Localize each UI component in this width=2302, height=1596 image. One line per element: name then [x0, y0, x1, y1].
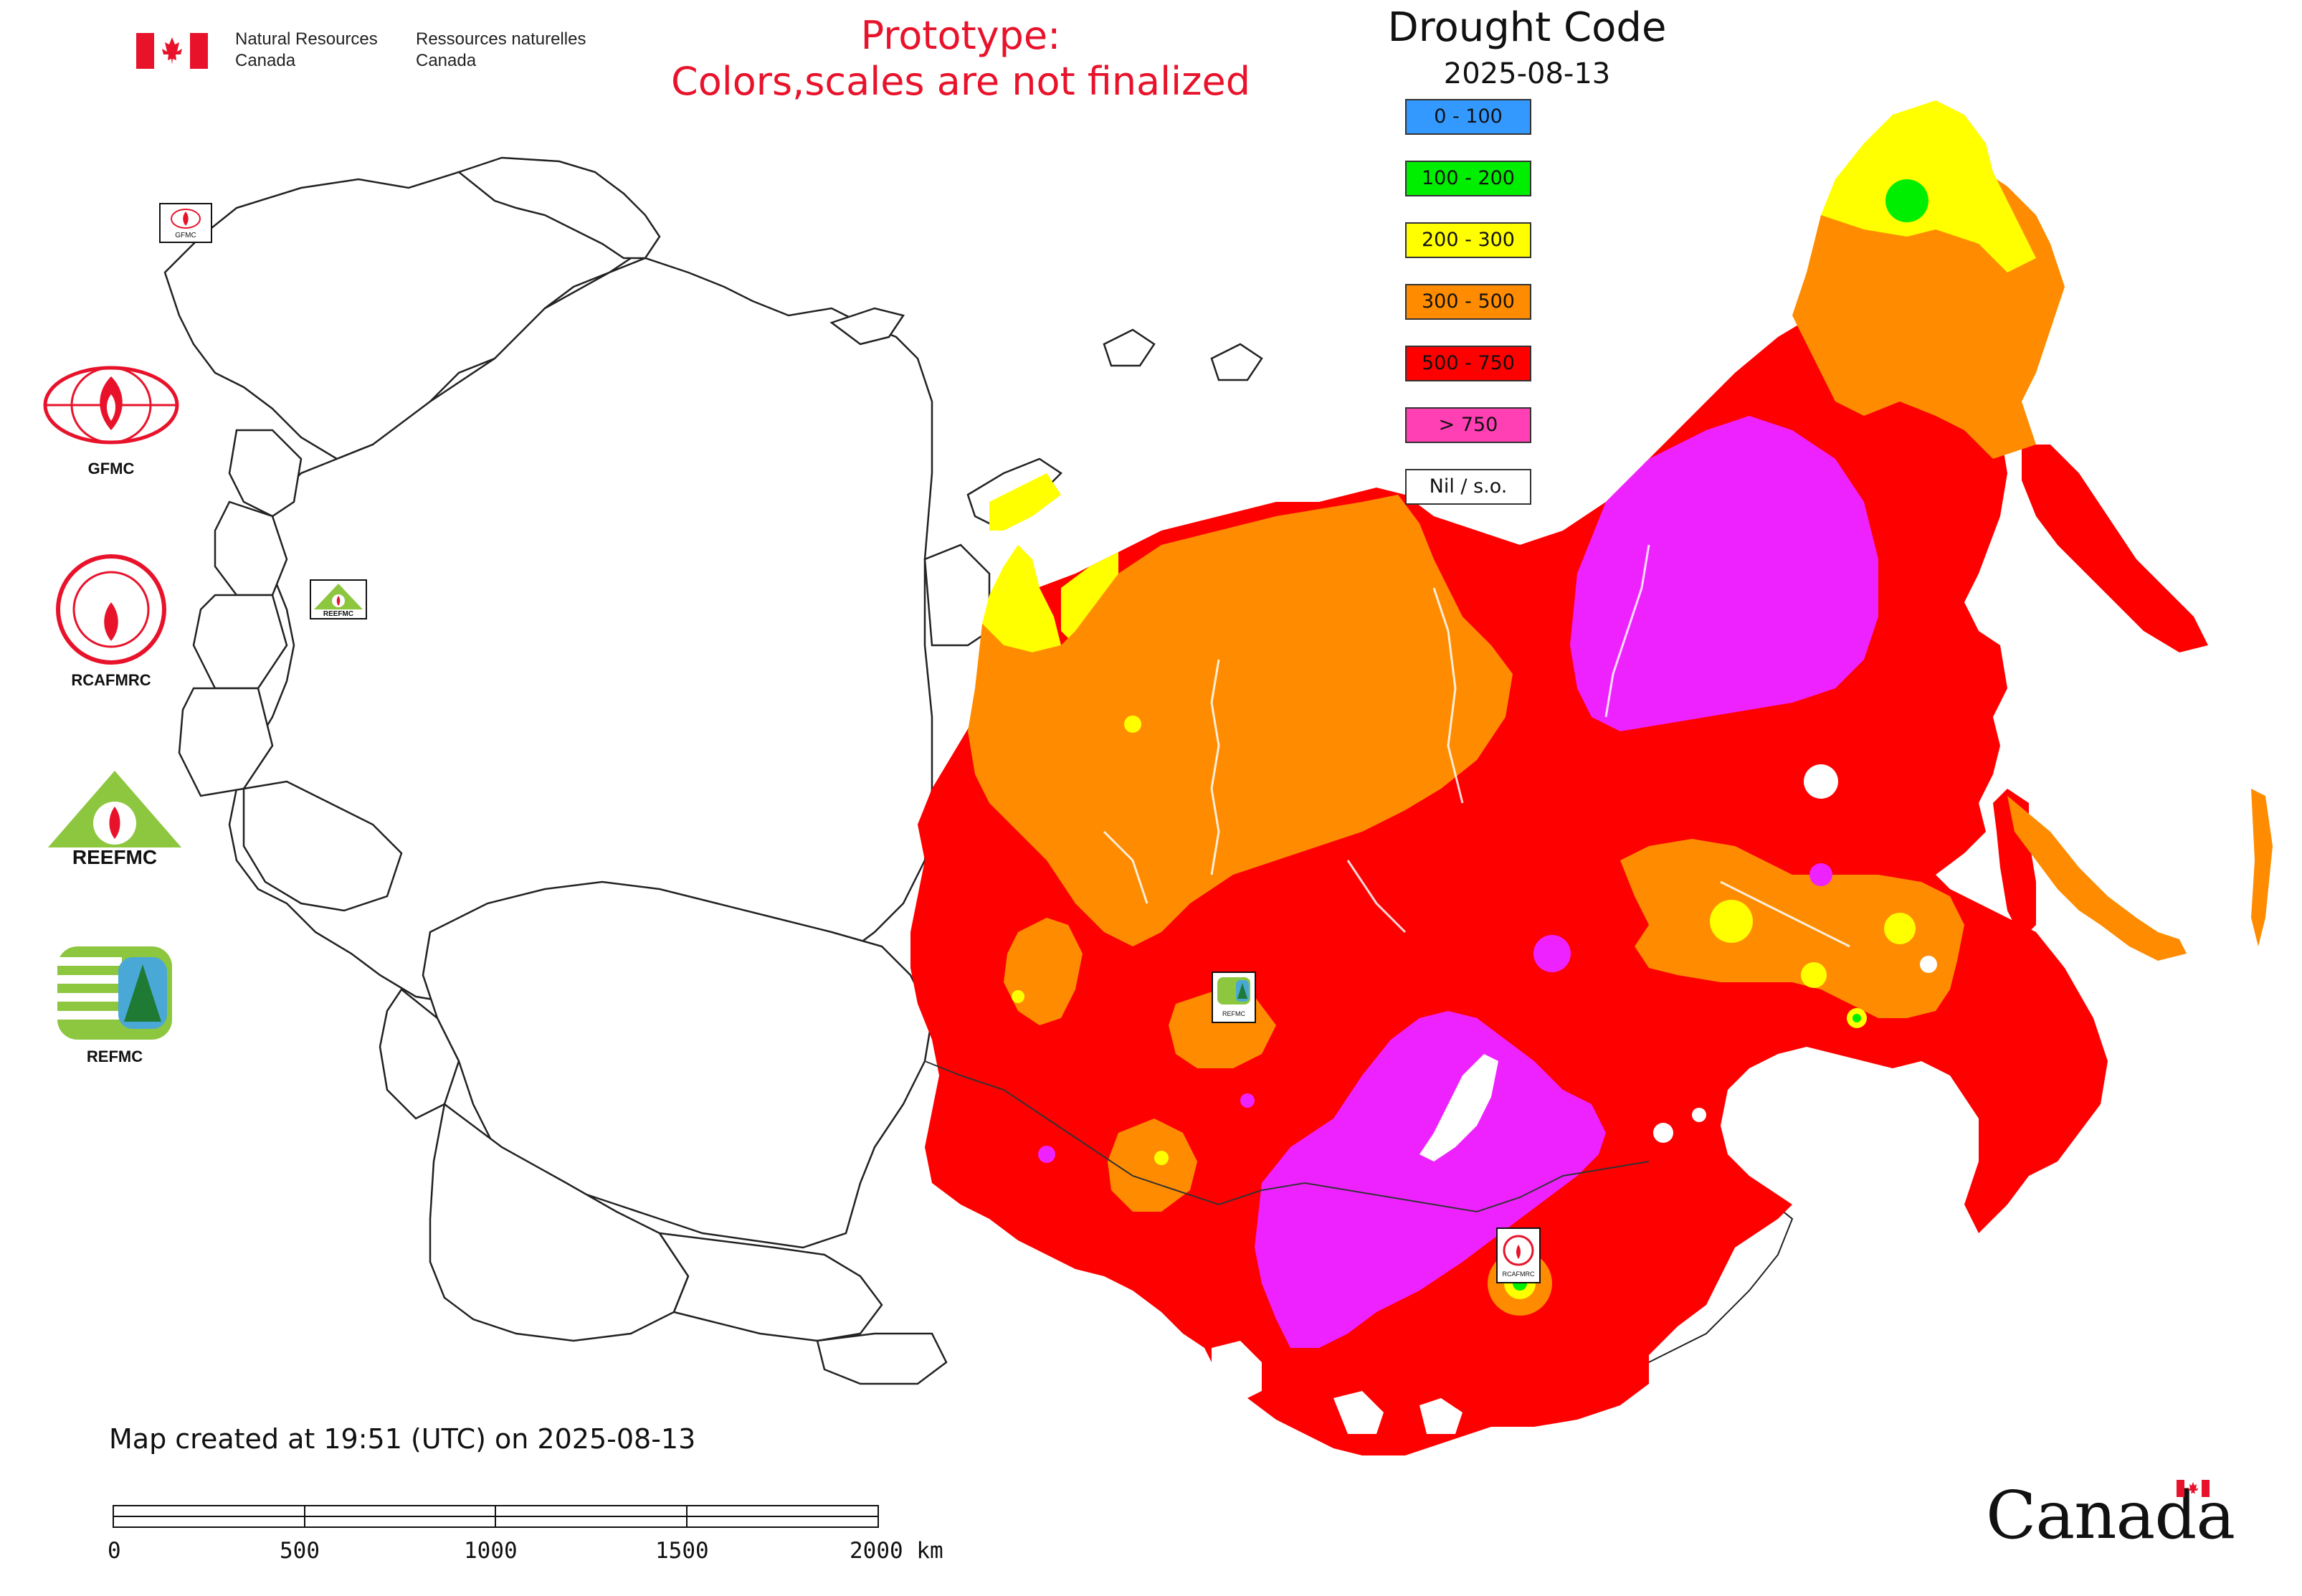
gfmc-map-marker[interactable]: GFMC [159, 203, 212, 243]
drought-area [910, 100, 2273, 1455]
gov-en-line2: Canada [235, 51, 296, 70]
prototype-line2: Colors,scales are not finalized [671, 59, 1250, 104]
dc-nil-spot [1653, 1123, 1673, 1143]
refmc-marker-icon: REFMC [1217, 977, 1250, 1017]
dc-magenta-spot [1809, 863, 1832, 886]
dc-amur-orange [1620, 839, 1964, 1018]
prototype-line1: Prototype: [860, 13, 1061, 58]
scale-tick-1000: 1000 [464, 1538, 518, 1564]
refmc-emblem-icon [57, 946, 172, 1040]
legend-item-300-500: 300 - 500 [1405, 284, 1531, 320]
legend-item-over-750: > 750 [1405, 407, 1531, 443]
refmc-map-marker[interactable]: REFMC [1212, 972, 1256, 1023]
scale-bar-graphic [113, 1505, 879, 1528]
dc-yellow-spot [1124, 716, 1141, 733]
reefmc-marker-label: REEFMC [323, 610, 353, 618]
dc-nil-spot [1920, 956, 1937, 973]
rcafmrc-marker-label: RCAFMRC [1503, 1270, 1535, 1278]
dc-baikal-magenta [1255, 1011, 1606, 1348]
reefmc-wordmark: REEFMC [72, 846, 157, 868]
dc-nil-patch [1333, 1391, 1384, 1434]
government-signature: Natural Resources Canada Ressources natu… [136, 29, 624, 73]
dc-japan [2007, 796, 2187, 961]
legend-date: 2025-08-13 [1443, 57, 1611, 90]
dc-chukotka-green [1885, 179, 1928, 222]
legend-item-nil: Nil / s.o. [1405, 469, 1531, 505]
rcafmrc-logo: RCAFMRC [54, 552, 168, 690]
dc-green-spot [1852, 1014, 1861, 1022]
gov-en-line1: Natural Resources [235, 29, 378, 49]
dc-kuril [2251, 789, 2273, 946]
rcafmrc-label: RCAFMRC [71, 671, 151, 689]
reefmc-marker-icon: REEFMC [314, 584, 363, 618]
dc-yellow-spot [1884, 913, 1916, 944]
scale-tick-1500: 1500 [655, 1538, 709, 1564]
dc-chukotka-yellow [1821, 100, 2036, 272]
country-outlines [163, 156, 1263, 1385]
gfmc-emblem-icon [43, 366, 179, 445]
scale-tick-2000: 2000 km [850, 1538, 943, 1564]
dc-west-siberia-orange [968, 495, 1513, 946]
dc-nil-spot [1692, 1108, 1706, 1122]
dc-yellow-spot [1801, 962, 1827, 988]
reefmc-emblem-icon: REEFMC [39, 771, 190, 868]
dc-nil-spot [1804, 764, 1838, 799]
prototype-notice: Prototype: Colors,scales are not finaliz… [631, 13, 1290, 105]
reefmc-logo: REEFMC [39, 767, 190, 872]
lake-baikal [1419, 1054, 1498, 1162]
gfmc-marker-label: GFMC [175, 232, 196, 239]
scale-tick-500: 500 [280, 1538, 320, 1564]
legend-title: Drought Code [1387, 4, 1667, 51]
gfmc-label: GFMC [87, 460, 135, 478]
canada-wordmark: Canada [1986, 1477, 2235, 1554]
refmc-marker-label: REFMC [1222, 1010, 1245, 1017]
canada-flag-icon [136, 33, 208, 69]
dc-novaya-yellow [989, 473, 1061, 531]
map-created-text: Map created at 19:51 (UTC) on 2025-08-13 [109, 1423, 696, 1455]
legend-item-500-750: 500 - 750 [1405, 346, 1531, 381]
dc-yellow-spot [1012, 990, 1024, 1003]
scale-tick-0: 0 [108, 1538, 121, 1564]
gfmc-marker-icon: GFMC [171, 209, 201, 239]
dc-nil-patch [1419, 1398, 1462, 1434]
refmc-logo: REFMC [54, 943, 176, 1066]
dc-magenta-spot [1240, 1093, 1255, 1108]
dc-nil-patch [1212, 1341, 1262, 1405]
legend-item-200-300: 200 - 300 [1405, 222, 1531, 258]
gov-name-en: Natural Resources Canada [235, 29, 378, 72]
rcafmrc-marker-icon: RCAFMRC [1503, 1235, 1535, 1278]
southern-border [924, 1060, 1650, 1213]
legend-item-0-100: 0 - 100 [1405, 99, 1531, 135]
dc-yamal-yellow [982, 545, 1061, 652]
dc-yellow-spot [1154, 1151, 1169, 1165]
refmc-label: REFMC [86, 1048, 143, 1065]
gov-fr-line2: Canada [416, 51, 477, 70]
legend-item-100-200: 100 - 200 [1405, 161, 1531, 196]
gov-fr-line1: Ressources naturelles [416, 29, 586, 49]
gfmc-logo: GFMC [39, 362, 183, 478]
dc-yellow-spot [1710, 900, 1753, 943]
dc-magenta-spot [1533, 935, 1571, 972]
dc-kamchatka [2022, 445, 2208, 652]
scale-bar: 0 500 1000 1500 2000 km [108, 1498, 968, 1577]
rcafmrc-map-marker[interactable]: RCAFMRC [1496, 1227, 1541, 1283]
rivers [1103, 544, 1850, 948]
wordmark-flag-icon [2177, 1480, 2210, 1497]
reefmc-map-marker[interactable]: REEFMC [310, 579, 367, 619]
rcafmrc-emblem-icon [56, 554, 166, 665]
dc-magenta-spot [1038, 1146, 1055, 1163]
dc-tuva-orange [1108, 1118, 1197, 1212]
dc-yakutia-magenta [1570, 416, 1878, 731]
gov-name-fr: Ressources naturelles Canada [416, 29, 586, 72]
